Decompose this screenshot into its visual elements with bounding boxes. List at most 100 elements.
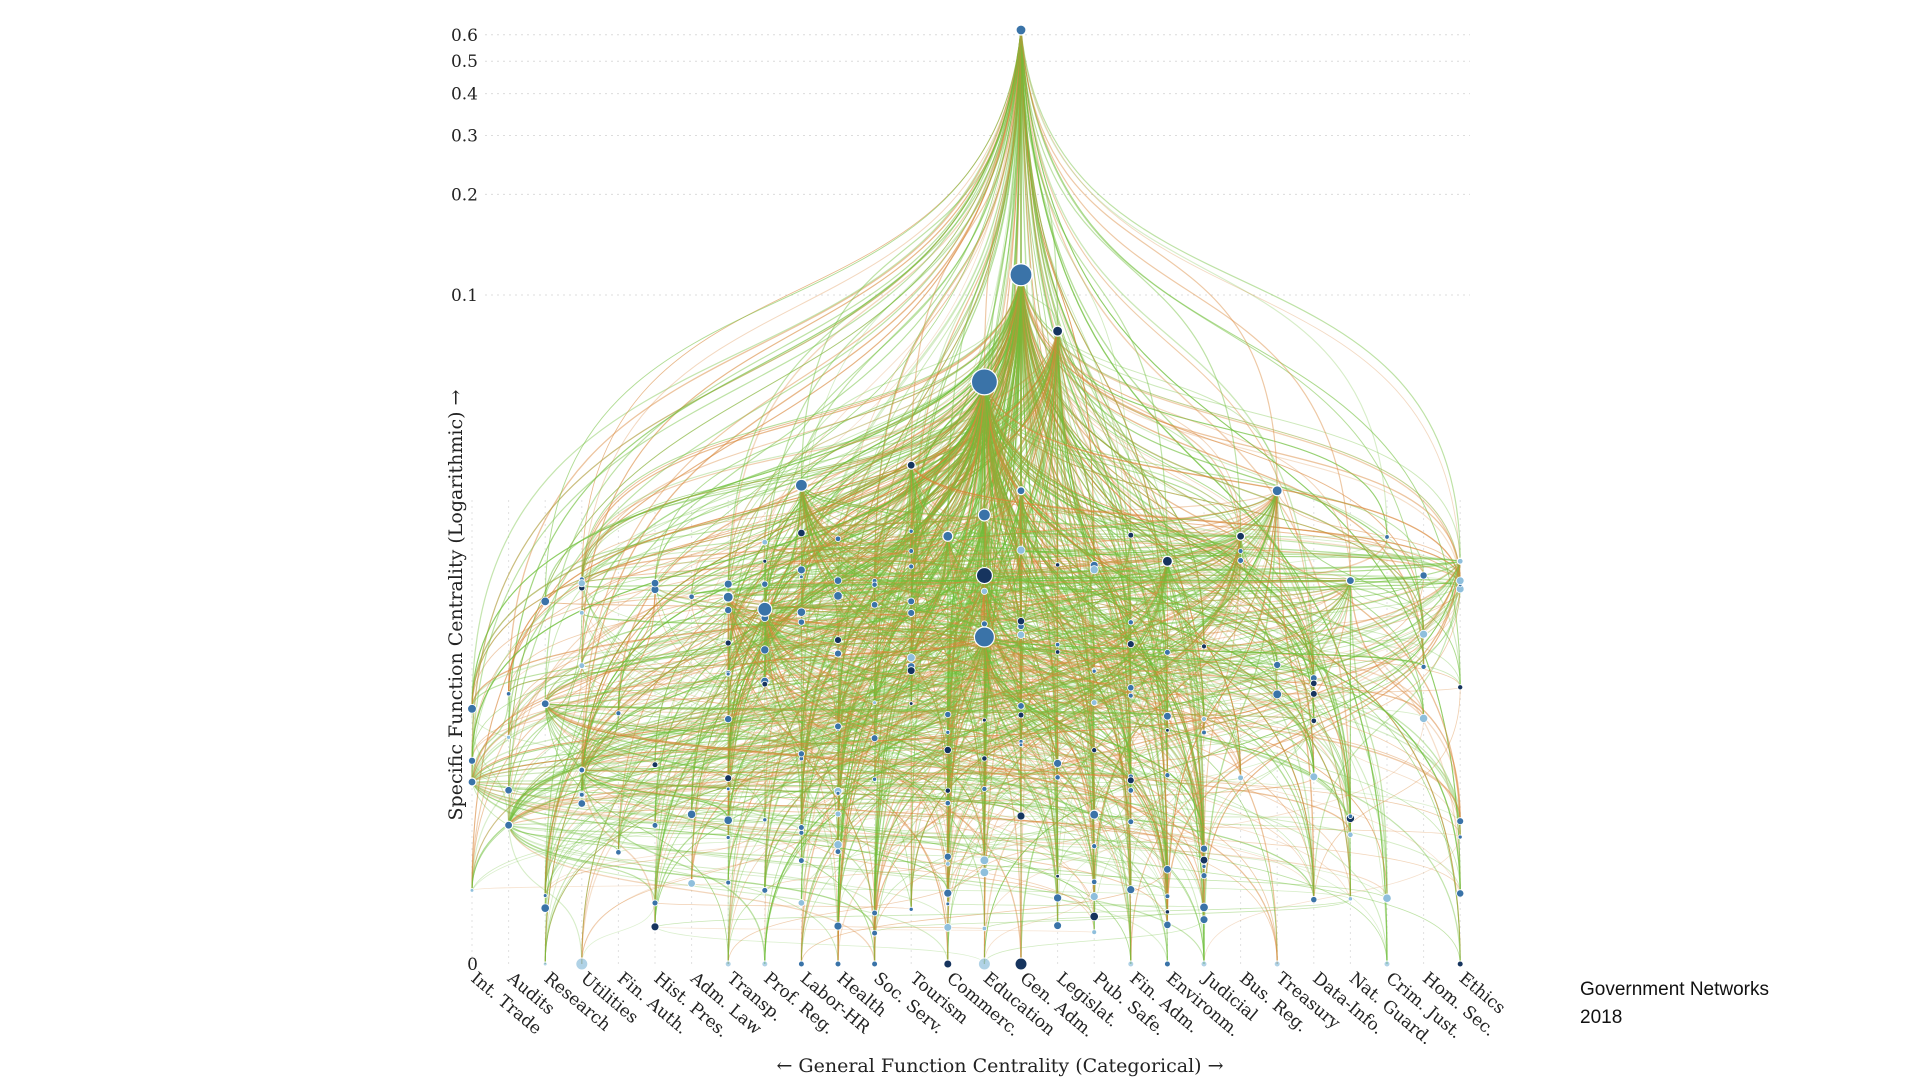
network-edge xyxy=(508,824,949,928)
network-edge xyxy=(983,636,1022,817)
minor-node xyxy=(469,888,475,893)
network-edge xyxy=(727,274,1022,611)
minor-node xyxy=(1382,893,1392,903)
network-edge xyxy=(801,549,1022,578)
minor-node xyxy=(834,636,842,644)
network-edge xyxy=(544,636,985,896)
minor-node xyxy=(1310,679,1318,688)
minor-node xyxy=(1054,774,1061,781)
network-edge xyxy=(1020,274,1351,835)
network-edge xyxy=(691,514,985,597)
network-edge xyxy=(544,703,729,965)
network-edge xyxy=(947,536,1278,665)
network-edge xyxy=(764,609,1022,965)
network-edge xyxy=(508,702,1095,826)
network-edge xyxy=(983,636,1168,870)
network-edge xyxy=(800,274,1022,570)
network-edge xyxy=(508,720,1315,826)
network-edge xyxy=(764,681,985,789)
network-edge xyxy=(1020,274,1351,581)
minor-node xyxy=(723,579,733,589)
network-edge xyxy=(1057,875,1351,900)
network-edge xyxy=(837,634,1424,727)
network-edge xyxy=(471,29,1022,761)
network-edge xyxy=(764,609,1059,778)
network-edge xyxy=(873,575,986,965)
baseline-node-education xyxy=(977,957,991,971)
network-edge xyxy=(691,596,1095,670)
minor-node xyxy=(1384,534,1390,540)
network-edge xyxy=(874,580,1095,751)
network-edge xyxy=(800,485,1425,719)
network-edge xyxy=(837,531,912,814)
network-edge xyxy=(581,769,766,965)
network-edge xyxy=(801,576,1022,627)
network-edge xyxy=(654,788,985,826)
network-edge xyxy=(727,274,1022,598)
minor-node xyxy=(761,680,769,688)
network-edge xyxy=(874,718,1205,739)
minor-node xyxy=(908,906,914,912)
network-edge xyxy=(764,608,1315,694)
network-edge xyxy=(581,535,1242,666)
network-edge xyxy=(508,634,1425,826)
network-edge xyxy=(873,29,1022,585)
network-edge xyxy=(1020,274,1352,835)
minor-node xyxy=(1237,548,1244,554)
network-edge xyxy=(764,535,949,562)
network-edge xyxy=(984,575,1168,717)
hub-node-ethics xyxy=(1456,557,1464,565)
hub-node-research xyxy=(540,699,550,709)
network-edge xyxy=(654,583,1168,897)
network-edge xyxy=(1020,29,1132,536)
network-edge xyxy=(764,584,985,873)
network-edge xyxy=(471,29,1022,709)
network-edge xyxy=(654,490,1022,584)
network-edge xyxy=(727,636,985,720)
network-edge xyxy=(983,381,1242,552)
minor-node xyxy=(1127,619,1134,626)
network-edge xyxy=(581,612,1315,900)
network-edge xyxy=(1020,274,1132,965)
network-edge xyxy=(617,274,1022,853)
network-edge xyxy=(910,531,986,638)
network-edge xyxy=(728,580,1461,598)
network-edge xyxy=(1020,274,1205,733)
network-edge xyxy=(984,636,1315,679)
network-edge xyxy=(983,381,1132,623)
network-edge xyxy=(764,636,985,651)
network-edge xyxy=(800,535,1241,571)
network-edge xyxy=(727,646,1205,790)
network-edge xyxy=(800,381,985,613)
network-edge xyxy=(691,750,1095,815)
network-edge xyxy=(544,703,1132,822)
network-edge xyxy=(581,777,1241,804)
minor-node xyxy=(1457,834,1463,840)
network-edge xyxy=(654,636,985,927)
network-edge xyxy=(1020,274,1168,562)
network-edge xyxy=(1020,705,1132,791)
network-edge xyxy=(800,485,1205,849)
network-edge xyxy=(983,381,1205,867)
network-edge xyxy=(1020,741,1168,912)
network-edge xyxy=(544,381,986,602)
minor-node xyxy=(1164,893,1171,900)
network-edge xyxy=(800,485,1132,623)
network-edge xyxy=(727,580,875,821)
minor-node xyxy=(540,596,550,607)
network-edge xyxy=(1313,693,1461,838)
minor-node xyxy=(577,799,586,808)
minor-node xyxy=(651,822,659,829)
network-edge xyxy=(618,821,1132,853)
network-edge xyxy=(727,29,1022,720)
minor-node xyxy=(1200,872,1208,880)
network-edge xyxy=(727,596,1095,672)
network-edge xyxy=(1203,560,1241,733)
network-edge xyxy=(727,560,1168,674)
hub-node-education xyxy=(975,566,994,585)
network-edge xyxy=(690,381,986,597)
minor-node xyxy=(945,861,951,867)
network-edge xyxy=(983,381,1242,561)
network-edge xyxy=(910,601,1205,733)
network-edge xyxy=(984,560,1241,862)
